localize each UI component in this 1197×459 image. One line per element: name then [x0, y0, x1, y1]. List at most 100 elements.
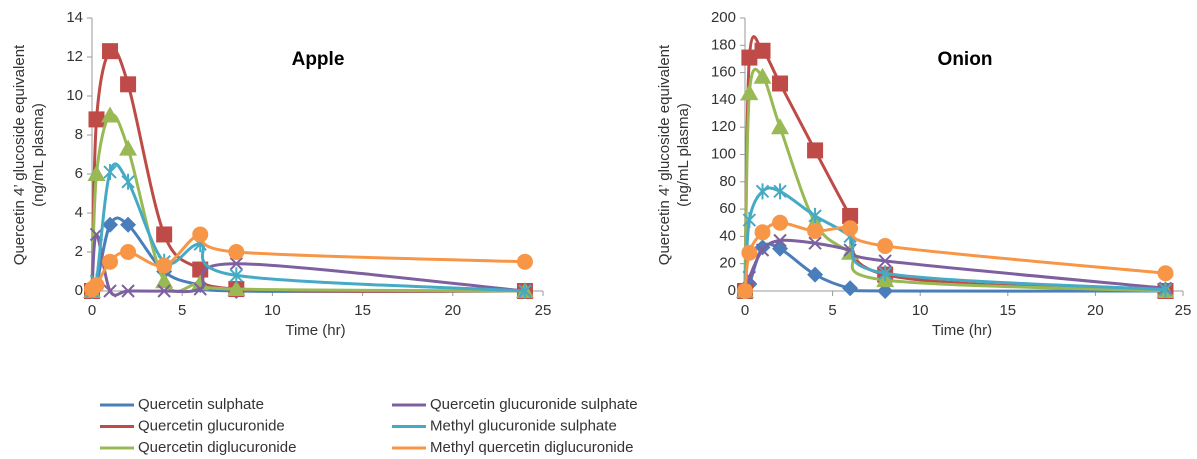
y-tick-label: 180	[711, 36, 736, 53]
marker	[772, 214, 789, 231]
marker	[807, 266, 824, 283]
marker	[228, 244, 245, 260]
marker	[87, 165, 106, 181]
marker	[773, 233, 787, 248]
marker	[877, 237, 894, 254]
marker	[1157, 265, 1174, 282]
legend-label: Methyl quercetin diglucuronide	[430, 439, 633, 456]
marker	[754, 42, 771, 59]
x-axis-label: Time (hr)	[285, 322, 345, 339]
y-tick-label: 8	[75, 126, 83, 143]
chart-title: Onion	[938, 49, 993, 70]
marker	[229, 267, 244, 284]
marker	[120, 244, 137, 260]
marker	[229, 256, 244, 271]
marker	[842, 207, 859, 224]
x-tick-label: 5	[828, 302, 836, 319]
marker	[102, 43, 119, 60]
y-tick-label: 60	[719, 200, 736, 217]
y-tick-label: 0	[75, 282, 83, 299]
marker	[102, 253, 119, 270]
marker	[754, 239, 771, 256]
marker	[754, 224, 771, 241]
marker	[101, 106, 120, 123]
marker	[773, 183, 787, 200]
y-tick-label: 40	[719, 227, 736, 244]
marker	[741, 49, 758, 66]
marker	[516, 253, 533, 270]
x-tick-label: 0	[88, 302, 96, 319]
marker	[807, 222, 824, 239]
x-tick-label: 25	[1175, 302, 1192, 319]
marker	[102, 216, 119, 233]
x-tick-label: 15	[354, 302, 371, 319]
x-tick-label: 20	[444, 302, 461, 319]
marker	[120, 76, 137, 93]
legend-label: Quercetin sulphate	[138, 396, 264, 413]
legend-label: Methyl glucuronide sulphate	[430, 417, 617, 434]
x-tick-label: 10	[912, 302, 929, 319]
x-tick-label: 10	[264, 302, 281, 319]
marker	[157, 284, 171, 298]
marker	[227, 280, 246, 297]
series-line	[743, 67, 1166, 293]
marker	[772, 75, 789, 92]
y-tick-label: 6	[75, 165, 83, 182]
marker	[88, 277, 105, 294]
marker	[155, 272, 174, 289]
marker	[842, 280, 859, 297]
y-tick-label: 2	[75, 243, 83, 260]
y-tick-label: 120	[711, 118, 736, 135]
y-tick-label: 140	[711, 91, 736, 108]
marker	[156, 257, 173, 274]
x-tick-label: 5	[178, 302, 186, 319]
marker	[755, 243, 770, 257]
y-tick-label: 200	[711, 9, 736, 26]
marker	[878, 265, 892, 282]
marker	[121, 284, 135, 298]
y-tick-label: 20	[719, 255, 736, 272]
marker	[193, 282, 207, 296]
marker	[103, 164, 117, 181]
marker	[878, 254, 892, 268]
y-axis-label: (ng/mL plasma)	[675, 103, 692, 207]
legend-label: Quercetin diglucuronide	[138, 439, 296, 456]
marker	[807, 142, 824, 159]
marker	[740, 84, 759, 101]
y-axis-label: (ng/mL plasma)	[30, 103, 47, 207]
y-tick-label: 160	[711, 64, 736, 81]
marker	[88, 111, 105, 128]
marker	[518, 283, 532, 299]
marker	[753, 67, 772, 84]
x-tick-label: 15	[999, 302, 1016, 319]
marker	[156, 226, 173, 243]
y-axis-label: Quercetin 4’ glucoside equivalent	[11, 44, 28, 265]
marker	[737, 283, 753, 299]
marker	[808, 207, 822, 224]
marker	[191, 274, 210, 291]
marker	[771, 118, 790, 135]
marker	[1158, 281, 1173, 298]
marker	[119, 139, 138, 156]
y-axis-label: Quercetin 4’ glucoside equivalent	[656, 44, 673, 265]
x-tick-label: 20	[1087, 302, 1104, 319]
series-line	[743, 35, 1166, 293]
marker	[103, 284, 117, 298]
y-tick-label: 12	[66, 48, 83, 65]
x-tick-label: 0	[741, 302, 749, 319]
chart-title: Apple	[292, 49, 345, 70]
marker	[121, 173, 135, 190]
marker	[742, 212, 757, 229]
legend-label: Quercetin glucuronide sulphate	[430, 396, 638, 413]
legend-label: Quercetin glucuronide	[138, 417, 285, 434]
marker	[741, 244, 758, 261]
y-tick-label: 10	[66, 87, 83, 104]
marker	[192, 226, 209, 243]
y-tick-label: 80	[719, 173, 736, 190]
marker	[808, 236, 822, 250]
marker	[755, 183, 770, 200]
y-tick-label: 100	[711, 145, 736, 162]
marker	[842, 220, 859, 237]
